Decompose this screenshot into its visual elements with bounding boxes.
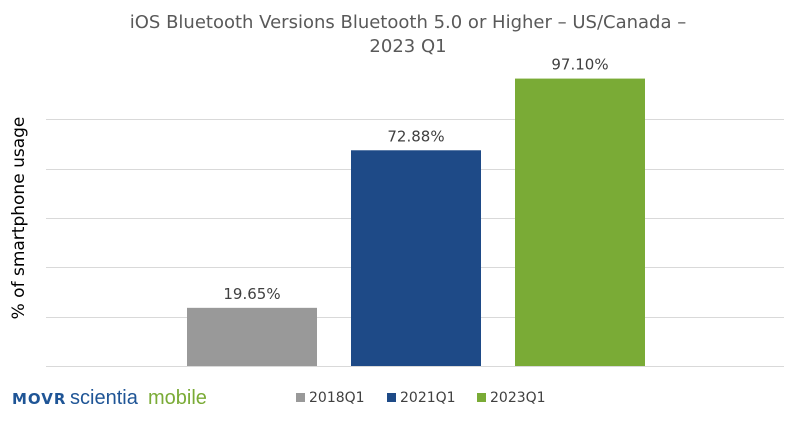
bar-2021Q1: [351, 150, 481, 366]
y-axis-label: % of smartphone usage: [9, 117, 29, 320]
legend-label-2023Q1: 2023Q1: [490, 390, 546, 406]
legend-swatch-2023Q1: [477, 393, 486, 402]
legend-label-2021Q1: 2021Q1: [400, 390, 456, 406]
bar-2018Q1: [187, 307, 317, 366]
data-label-2018Q1: 19.65%: [223, 285, 280, 303]
data-label-2021Q1: 72.88%: [387, 127, 444, 145]
movr-logo: MOVR scientia mobile: [12, 387, 207, 409]
bar-2023Q1: [515, 78, 645, 367]
legend-swatch-2018Q1: [296, 393, 305, 402]
data-labels: 19.65% 72.88% 97.10%: [223, 56, 608, 303]
chart-title-line-1: iOS Bluetooth Versions Bluetooth 5.0 or …: [130, 12, 686, 33]
legend: 2018Q1 2021Q1 2023Q1: [296, 390, 546, 406]
logo-mobile-text: mobile: [148, 387, 207, 409]
chart-title-line-2: 2023 Q1: [369, 36, 446, 57]
bars: [187, 78, 645, 367]
legend-label-2018Q1: 2018Q1: [309, 390, 365, 406]
logo-movr-text: MOVR: [12, 390, 66, 408]
legend-swatch-2021Q1: [387, 393, 396, 402]
data-label-2023Q1: 97.10%: [551, 56, 608, 74]
logo-scientia-text: scientia: [70, 387, 139, 409]
